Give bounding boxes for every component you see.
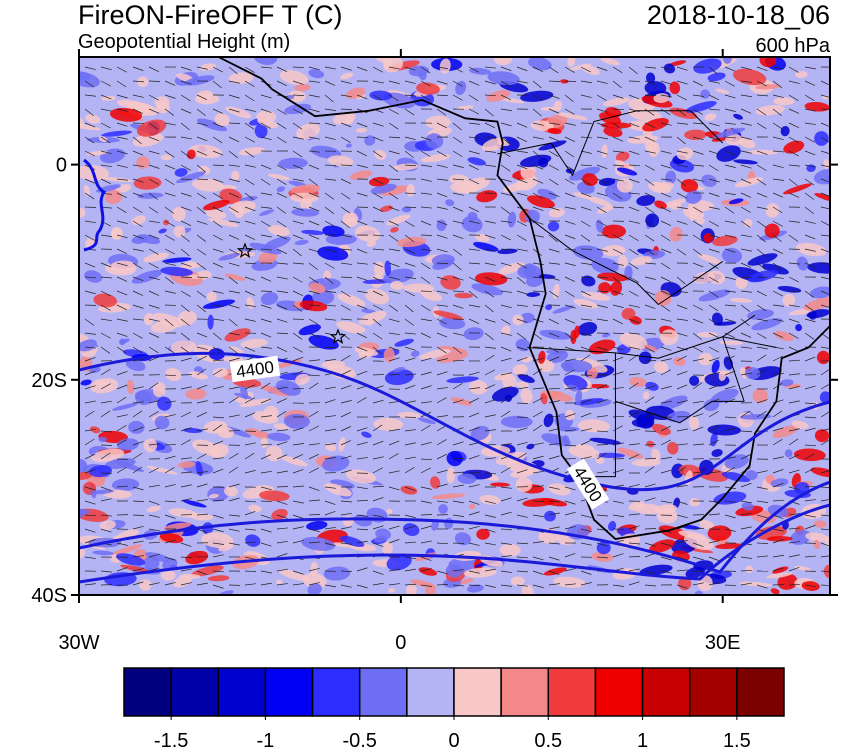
colorbar-box [595, 668, 642, 716]
date: 2018-10-18_06 [647, 0, 830, 30]
colorbar-box [171, 668, 218, 716]
colorbar-box [454, 668, 501, 716]
colorbar-box [690, 668, 737, 716]
colorbar-label: -0.5 [342, 730, 376, 750]
colorbar-box [643, 668, 690, 716]
colorbar-label: 0 [448, 730, 459, 750]
lon-label: 30E [705, 632, 741, 654]
lon-label: 30W [58, 632, 99, 654]
colorbar-label: -1 [257, 730, 275, 750]
colorbar-box [501, 668, 548, 716]
subtitle: Geopotential Height (m) [78, 31, 290, 53]
colorbar-box [548, 668, 595, 716]
level: 600 hPa [755, 35, 830, 57]
colorbar-box [360, 668, 407, 716]
lat-label: 40S [31, 585, 67, 607]
lat-label: 0 [56, 155, 67, 177]
colorbar-box [218, 668, 265, 716]
colorbar-label: -1.5 [154, 730, 188, 750]
colorbar-box [124, 668, 171, 716]
field-patch [703, 233, 713, 243]
title: FireON-FireOFF T (C) [78, 0, 342, 30]
colorbar-box [313, 668, 360, 716]
colorbar-box [737, 668, 784, 716]
lon-label: 0 [395, 632, 406, 654]
colorbar-label: 1.5 [723, 730, 751, 750]
colorbar-label: 1 [637, 730, 648, 750]
colorbar-box [265, 668, 312, 716]
field-patch [494, 52, 513, 65]
field-patch [697, 332, 717, 338]
colorbar-box [407, 668, 454, 716]
lat-label: 20S [31, 370, 67, 392]
colorbar-label: 0.5 [534, 730, 562, 750]
field-patch [98, 437, 107, 442]
